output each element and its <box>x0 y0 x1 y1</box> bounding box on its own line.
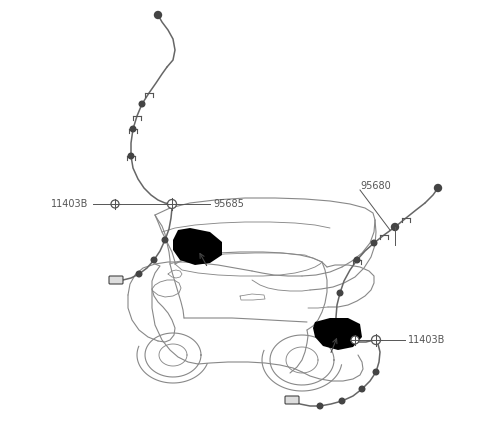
Text: 11403B: 11403B <box>50 199 88 209</box>
Circle shape <box>151 257 157 263</box>
Circle shape <box>130 126 136 132</box>
Circle shape <box>317 403 323 409</box>
FancyBboxPatch shape <box>109 276 123 284</box>
Circle shape <box>155 12 161 19</box>
Circle shape <box>139 101 145 107</box>
Circle shape <box>434 184 442 191</box>
Polygon shape <box>313 318 362 350</box>
Polygon shape <box>173 228 222 265</box>
Circle shape <box>128 153 134 159</box>
Circle shape <box>136 271 142 277</box>
Circle shape <box>111 200 119 208</box>
FancyBboxPatch shape <box>285 396 299 404</box>
Circle shape <box>162 237 168 243</box>
Circle shape <box>337 290 343 296</box>
Circle shape <box>168 200 177 209</box>
Circle shape <box>372 336 381 345</box>
Text: 95680: 95680 <box>360 181 391 191</box>
Circle shape <box>339 398 345 404</box>
Circle shape <box>371 240 377 246</box>
Circle shape <box>373 369 379 375</box>
Circle shape <box>359 386 365 392</box>
Circle shape <box>351 336 359 344</box>
Circle shape <box>392 223 398 230</box>
Text: 11403B: 11403B <box>408 335 445 345</box>
Circle shape <box>354 257 360 263</box>
Text: 95685: 95685 <box>213 199 244 209</box>
